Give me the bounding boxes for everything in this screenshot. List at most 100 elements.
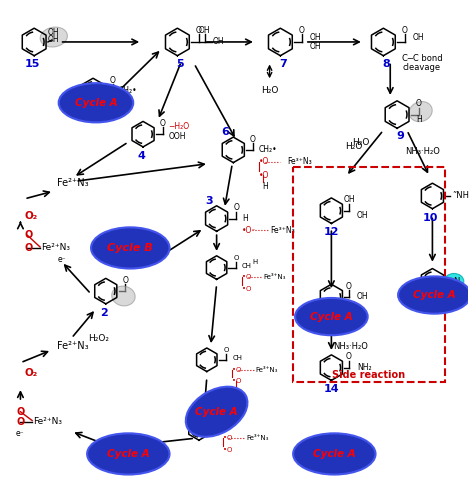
Text: OH: OH (413, 32, 424, 42)
Text: O: O (214, 416, 219, 421)
Text: O: O (17, 416, 25, 427)
Text: •O: •O (232, 367, 242, 372)
Text: CH: CH (242, 263, 252, 269)
Text: C─C bond: C─C bond (402, 54, 443, 63)
Text: 10: 10 (423, 213, 438, 222)
Text: Side reaction: Side reaction (332, 370, 405, 380)
Text: O₂: O₂ (24, 368, 37, 377)
Text: O: O (160, 119, 165, 128)
Text: Fe³⁺N₃: Fe³⁺N₃ (271, 226, 295, 235)
Text: •O⁻: •O⁻ (242, 226, 256, 235)
Ellipse shape (295, 298, 368, 335)
Ellipse shape (398, 276, 471, 314)
Text: Cycle A: Cycle A (195, 407, 238, 417)
Text: Cycle B: Cycle B (108, 243, 153, 253)
Text: 3: 3 (87, 108, 95, 118)
Text: O₂: O₂ (24, 211, 37, 220)
Ellipse shape (444, 273, 464, 289)
Text: H₂O: H₂O (352, 138, 370, 147)
Text: O: O (234, 255, 239, 261)
Text: OH: OH (48, 35, 60, 45)
Text: •O: •O (232, 378, 242, 384)
Text: Cycle A: Cycle A (413, 290, 456, 300)
Ellipse shape (112, 286, 135, 306)
Text: Fe³⁺N₃: Fe³⁺N₃ (287, 157, 312, 166)
Text: CH₂•: CH₂• (118, 87, 137, 96)
Ellipse shape (91, 227, 170, 269)
Text: H: H (252, 259, 257, 265)
Text: H: H (242, 214, 248, 223)
Text: H: H (234, 390, 239, 396)
Text: O: O (250, 135, 256, 144)
Text: Fe²⁺N₃: Fe²⁺N₃ (33, 417, 62, 426)
Text: NH₃·H₂O: NH₃·H₂O (333, 342, 368, 350)
Text: Cycle A: Cycle A (313, 449, 356, 459)
Text: O: O (346, 352, 352, 361)
Text: OH: OH (199, 25, 210, 35)
Ellipse shape (186, 387, 247, 437)
Text: O: O (224, 347, 229, 353)
Ellipse shape (409, 101, 432, 122)
Text: Cycle A: Cycle A (107, 449, 150, 459)
Text: H₂O: H₂O (345, 143, 363, 151)
Text: ˜NH: ˜NH (452, 192, 469, 200)
Text: 11: 11 (423, 298, 438, 308)
Text: H: H (263, 182, 268, 191)
Text: −H₂O: −H₂O (169, 122, 190, 131)
Ellipse shape (59, 83, 133, 122)
Text: 14: 14 (324, 384, 339, 394)
Text: ≡N: ≡N (447, 277, 461, 286)
Text: 5: 5 (176, 58, 184, 69)
Text: •O: •O (259, 171, 269, 180)
Text: e⁻: e⁻ (57, 255, 66, 264)
Text: cleavage: cleavage (402, 63, 440, 72)
Text: Cycle A: Cycle A (310, 312, 353, 321)
Ellipse shape (40, 27, 67, 47)
Text: 13: 13 (324, 314, 339, 323)
Text: CH: CH (232, 355, 242, 361)
Text: O: O (196, 25, 202, 35)
Text: •O: •O (242, 274, 252, 280)
Text: e⁻: e⁻ (16, 429, 25, 438)
Ellipse shape (293, 433, 375, 474)
Text: O: O (346, 282, 352, 291)
Text: Cycle A: Cycle A (74, 98, 117, 108)
Text: H: H (222, 423, 228, 429)
Text: O: O (122, 276, 128, 285)
Text: 8: 8 (383, 58, 390, 69)
Text: OH: OH (48, 27, 60, 37)
Text: 6: 6 (221, 127, 229, 137)
Ellipse shape (87, 433, 170, 474)
Text: •O: •O (259, 157, 269, 166)
Text: O: O (109, 76, 116, 85)
Text: Fe³⁺N₃: Fe³⁺N₃ (246, 435, 268, 441)
Text: 4: 4 (137, 151, 145, 161)
Text: H: H (416, 115, 421, 124)
Text: Fe²⁺N₃: Fe²⁺N₃ (57, 341, 88, 351)
Text: 3: 3 (205, 196, 212, 206)
Text: OOH: OOH (169, 132, 186, 141)
Text: OH: OH (310, 32, 321, 42)
Text: OH: OH (310, 42, 321, 51)
Text: O: O (416, 99, 421, 108)
Text: OH: OH (357, 293, 368, 301)
Text: O: O (24, 243, 33, 253)
Text: •O: •O (242, 286, 252, 292)
Text: 9: 9 (396, 131, 404, 141)
Text: •O: •O (222, 435, 232, 441)
Text: 7: 7 (280, 58, 287, 69)
Text: O: O (17, 407, 25, 417)
Text: OH: OH (343, 196, 355, 204)
Text: O: O (299, 25, 305, 35)
Text: OH: OH (357, 211, 368, 220)
Text: 15: 15 (25, 58, 40, 69)
Text: NH₂: NH₂ (357, 363, 372, 372)
Text: Fe²⁺N₃: Fe²⁺N₃ (41, 244, 70, 252)
Text: CH₂•: CH₂• (259, 146, 277, 154)
Text: Fe³⁺N₃: Fe³⁺N₃ (256, 367, 278, 372)
Text: Fe²⁺N₃: Fe²⁺N₃ (57, 178, 88, 188)
Text: 12: 12 (324, 227, 339, 237)
Text: OH: OH (213, 37, 224, 47)
Text: •O: •O (222, 447, 232, 453)
Text: Fe³⁺N₃: Fe³⁺N₃ (264, 274, 286, 280)
